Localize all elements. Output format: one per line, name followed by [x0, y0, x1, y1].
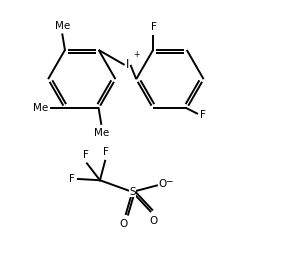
- Text: O: O: [158, 179, 166, 189]
- Text: O: O: [149, 216, 157, 226]
- Text: F: F: [151, 22, 157, 32]
- Text: O: O: [119, 219, 127, 229]
- Text: Me: Me: [33, 103, 48, 113]
- Text: F: F: [83, 150, 89, 160]
- Text: +: +: [133, 50, 139, 59]
- Text: I: I: [126, 58, 129, 72]
- Text: S: S: [129, 187, 136, 197]
- Text: Me: Me: [55, 20, 70, 31]
- Text: F: F: [200, 110, 206, 120]
- Text: F: F: [103, 148, 109, 157]
- Text: −: −: [166, 176, 173, 185]
- Text: Me: Me: [94, 128, 109, 138]
- Text: F: F: [69, 174, 75, 184]
